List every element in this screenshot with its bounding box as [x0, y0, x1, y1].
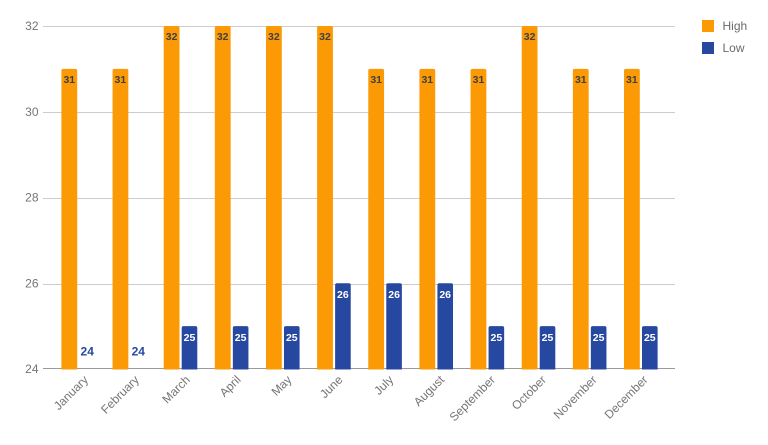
svg-text:25: 25 — [184, 332, 196, 344]
svg-text:High: High — [723, 19, 748, 33]
svg-text:26: 26 — [25, 276, 39, 290]
svg-text:31: 31 — [63, 74, 75, 86]
svg-text:32: 32 — [268, 31, 280, 43]
svg-text:25: 25 — [286, 332, 298, 344]
svg-text:28: 28 — [25, 191, 39, 205]
svg-text:24: 24 — [132, 344, 146, 358]
svg-text:25: 25 — [491, 332, 503, 344]
svg-text:26: 26 — [337, 289, 349, 301]
svg-text:31: 31 — [421, 74, 433, 86]
svg-text:25: 25 — [235, 332, 247, 344]
svg-text:25: 25 — [542, 332, 554, 344]
svg-text:32: 32 — [166, 31, 178, 43]
svg-text:32: 32 — [217, 31, 229, 43]
svg-text:32: 32 — [25, 19, 39, 33]
svg-text:31: 31 — [575, 74, 587, 86]
svg-text:31: 31 — [370, 74, 382, 86]
svg-text:31: 31 — [626, 74, 638, 86]
svg-text:32: 32 — [524, 31, 536, 43]
svg-text:31: 31 — [473, 74, 485, 86]
svg-text:26: 26 — [439, 289, 451, 301]
svg-text:32: 32 — [319, 31, 331, 43]
svg-text:Low: Low — [723, 41, 745, 55]
svg-text:25: 25 — [593, 332, 605, 344]
svg-text:26: 26 — [388, 289, 400, 301]
svg-text:24: 24 — [81, 344, 95, 358]
svg-text:25: 25 — [644, 332, 656, 344]
svg-text:30: 30 — [25, 105, 39, 119]
svg-text:24: 24 — [25, 362, 39, 376]
svg-text:31: 31 — [115, 74, 127, 86]
